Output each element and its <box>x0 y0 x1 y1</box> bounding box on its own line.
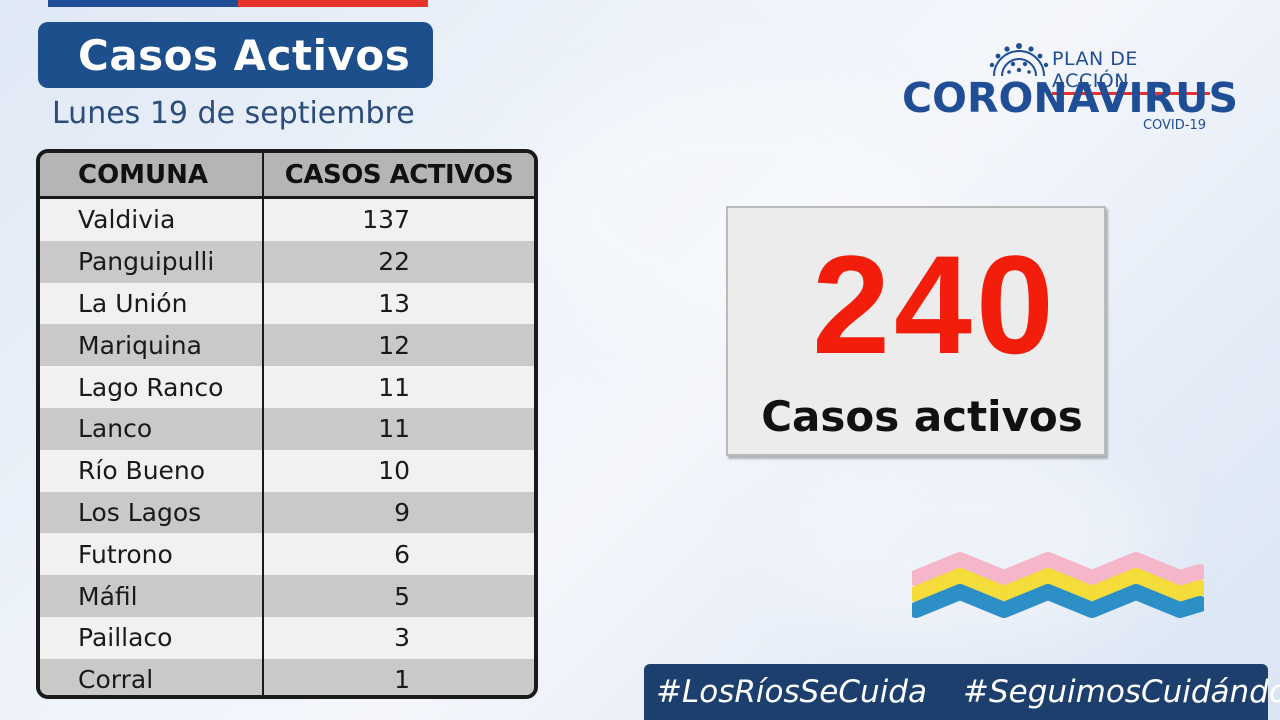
table-row: Panguipulli 22 <box>40 240 534 283</box>
comuna-cell: Los Lagos <box>40 491 264 534</box>
table-row: Lago Ranco 11 <box>40 366 534 408</box>
casos-cell: 13 <box>378 288 410 318</box>
casos-cell: 22 <box>378 247 410 277</box>
comuna-cell: Lago Ranco <box>40 366 264 408</box>
logo-main-text: CORONAVIRUS <box>902 74 1239 122</box>
page-title: Casos Activos <box>38 22 433 88</box>
total-cases-label: Casos activos <box>761 392 1083 441</box>
date-label: Lunes 19 de septiembre <box>52 96 415 131</box>
casos-cell: 5 <box>394 581 410 611</box>
virus-icon <box>989 43 1049 76</box>
comuna-cell: Corral <box>40 658 264 695</box>
casos-cell: 3 <box>394 623 410 653</box>
comuna-cell: Panguipulli <box>40 240 264 283</box>
top-color-stripe <box>48 0 428 7</box>
coronavirus-logo: PLAN DE ACCIÓN CORONAVIRUS COVID-19 <box>900 38 1238 138</box>
table-body: Valdivia 137 Panguipulli 22 La Unión 13 Mar… <box>40 199 534 695</box>
hashtag-losrios: #LosRíosSeCuida <box>656 674 927 710</box>
casos-cell: 6 <box>394 539 410 569</box>
comuna-cell: Valdivia <box>40 199 264 241</box>
comuna-cell: Lanco <box>40 407 264 450</box>
table-row: Valdivia 137 <box>40 199 534 241</box>
table-row: Máfil 5 <box>40 575 534 617</box>
page-title-text: Casos Activos <box>78 30 411 80</box>
total-cases-card: 240 Casos activos <box>726 206 1106 456</box>
comuna-cell: Paillaco <box>40 616 264 659</box>
table-row: La Unión 13 <box>40 282 534 325</box>
table-header: COMUNA CASOS ACTIVOS <box>40 153 534 199</box>
casos-cell: 9 <box>394 497 410 527</box>
casos-cell: 11 <box>378 414 410 444</box>
hashtag-banner: #LosRíosSeCuida #SeguimosCuidándonos <box>644 664 1280 720</box>
table-row: Futrono 6 <box>40 533 534 576</box>
column-header-comuna: COMUNA <box>40 153 264 196</box>
casos-cell: 11 <box>378 372 410 402</box>
total-cases-value: 240 <box>812 226 1058 383</box>
cases-table: COMUNA CASOS ACTIVOS Valdivia 137 Panguip… <box>36 149 538 699</box>
comuna-cell: Mariquina <box>40 324 264 367</box>
table-row: Paillaco 3 <box>40 616 534 659</box>
table-row: Corral 1 <box>40 658 534 695</box>
casos-cell: 1 <box>394 665 410 695</box>
comuna-cell: Máfil <box>40 575 264 617</box>
rainbow-wave-decoration <box>912 552 1204 618</box>
casos-cell: 10 <box>378 456 410 486</box>
column-header-casos: CASOS ACTIVOS <box>284 159 514 190</box>
comuna-cell: Futrono <box>40 533 264 576</box>
table-row: Mariquina 12 <box>40 324 534 367</box>
table-row: Río Bueno 10 <box>40 449 534 492</box>
logo-plan-text: PLAN DE ACCIÓN <box>1052 48 1210 95</box>
casos-cell: 137 <box>362 205 410 235</box>
hashtag-seguimos: #SeguimosCuidándonos <box>962 674 1280 710</box>
logo-sub-text: COVID-19 <box>1142 118 1206 133</box>
casos-cell: 12 <box>378 330 410 360</box>
table-row: Los Lagos 9 <box>40 491 534 534</box>
comuna-cell: La Unión <box>40 282 264 325</box>
table-row: Lanco 11 <box>40 407 534 450</box>
comuna-cell: Río Bueno <box>40 449 264 492</box>
